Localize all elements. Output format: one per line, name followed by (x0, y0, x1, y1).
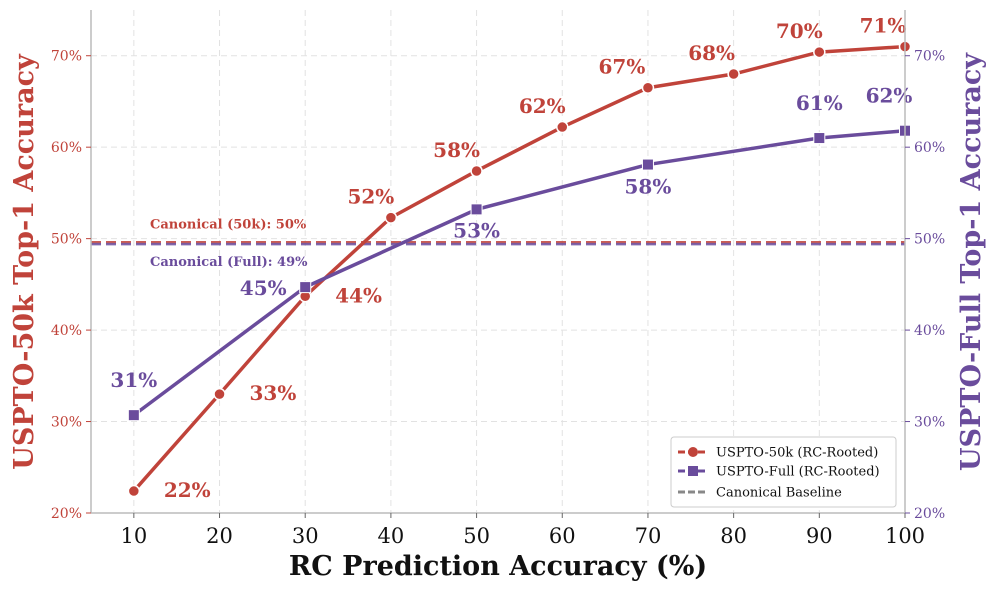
data-point (127, 484, 141, 498)
x-tick-label: 50 (463, 524, 490, 548)
y-tick-label-right: 20% (914, 506, 945, 522)
data-label: 52% (347, 185, 394, 209)
data-point (813, 132, 826, 145)
data-label: 58% (625, 175, 672, 199)
data-point (470, 164, 483, 178)
data-label: 71% (860, 14, 907, 38)
data-point (813, 45, 826, 59)
data-label: 45% (240, 276, 287, 300)
y-tick-label-left: 60% (51, 140, 82, 156)
data-point (641, 81, 655, 94)
data-label: 33% (250, 381, 297, 405)
y-tick-label-left: 30% (51, 415, 82, 431)
legend: USPTO-50k (RC-Rooted) USPTO-Full (RC-Roo… (670, 436, 897, 508)
x-axis-label: RC Prediction Accuracy (%) (289, 551, 707, 582)
data-point (556, 120, 569, 134)
x-tick-label: 40 (378, 524, 405, 548)
data-point (727, 67, 740, 81)
y-axis-label-right: USPTO-Full Top-1 Accuracy (956, 52, 987, 471)
data-point (213, 387, 226, 401)
x-tick-label: 90 (806, 524, 833, 548)
y-tick-label-right: 50% (914, 232, 945, 248)
axes (90, 10, 906, 514)
ticks: 10 20 30 40 50 60 70 80 90 100 20% 20% 30% 30% 40% 40% 5… (51, 49, 945, 548)
data-point (384, 211, 398, 224)
y-tick-label-left: 70% (51, 49, 82, 65)
data-point (641, 158, 654, 171)
y-tick-label-left: 20% (51, 506, 82, 522)
data-label: 31% (110, 368, 157, 392)
baseline-label: Canonical (50k): 50% (150, 217, 307, 232)
data-point (127, 409, 140, 422)
legend-label: USPTO-Full (RC-Rooted) (716, 465, 880, 480)
legend-label: Canonical Baseline (716, 486, 842, 501)
x-tick-label: 80 (720, 524, 747, 548)
series-line (132, 44, 906, 493)
legend-label: USPTO-50k (RC-Rooted) (716, 446, 878, 461)
x-tick-label: 100 (885, 524, 925, 548)
data-label: 68% (688, 41, 735, 65)
y-tick-label-left: 40% (51, 323, 82, 339)
y-tick-label-right: 60% (914, 140, 945, 156)
legend-box (670, 436, 897, 508)
y-tick-label-right: 30% (914, 415, 945, 431)
baseline-label: Canonical (Full): 49% (150, 255, 308, 270)
baselines: Canonical (50k): 50% Canonical (Full): 49… (91, 217, 905, 270)
y-axis-label-left: USPTO-50k Top-1 Accuracy (9, 53, 40, 470)
x-tick-label: 10 (120, 524, 147, 548)
y-tick-label-right: 70% (914, 49, 945, 65)
x-tick-label: 70 (635, 524, 662, 548)
y-tick-label-left: 50% (51, 232, 82, 248)
series-uspto-full: 31% 45% 53% 58% 61% 62% (110, 84, 912, 422)
data-label: 62% (519, 94, 566, 118)
data-label: 53% (453, 218, 500, 242)
data-point (470, 203, 483, 216)
y-tick-label-right: 40% (914, 323, 945, 339)
x-tick-label: 30 (292, 524, 319, 548)
series-line (132, 128, 906, 417)
data-label: 44% (335, 283, 382, 307)
data-label: 22% (164, 478, 211, 502)
data-label: 61% (796, 91, 843, 115)
data-label: 58% (433, 138, 480, 162)
legend-entry-uspto-50k: USPTO-50k (RC-Rooted) (678, 446, 878, 461)
data-label: 70% (776, 19, 823, 43)
series-uspto-50k: 22% 33% 44% 52% 58% 62% 67% 68% 70% 71% (127, 14, 912, 502)
data-point (299, 281, 312, 294)
x-tick-label: 60 (549, 524, 576, 548)
legend-entry-uspto-full: USPTO-Full (RC-Rooted) (678, 465, 880, 480)
legend-entry-canonical-baseline: Canonical Baseline (678, 486, 842, 501)
x-tick-label: 20 (206, 524, 233, 548)
data-label: 67% (599, 55, 646, 79)
